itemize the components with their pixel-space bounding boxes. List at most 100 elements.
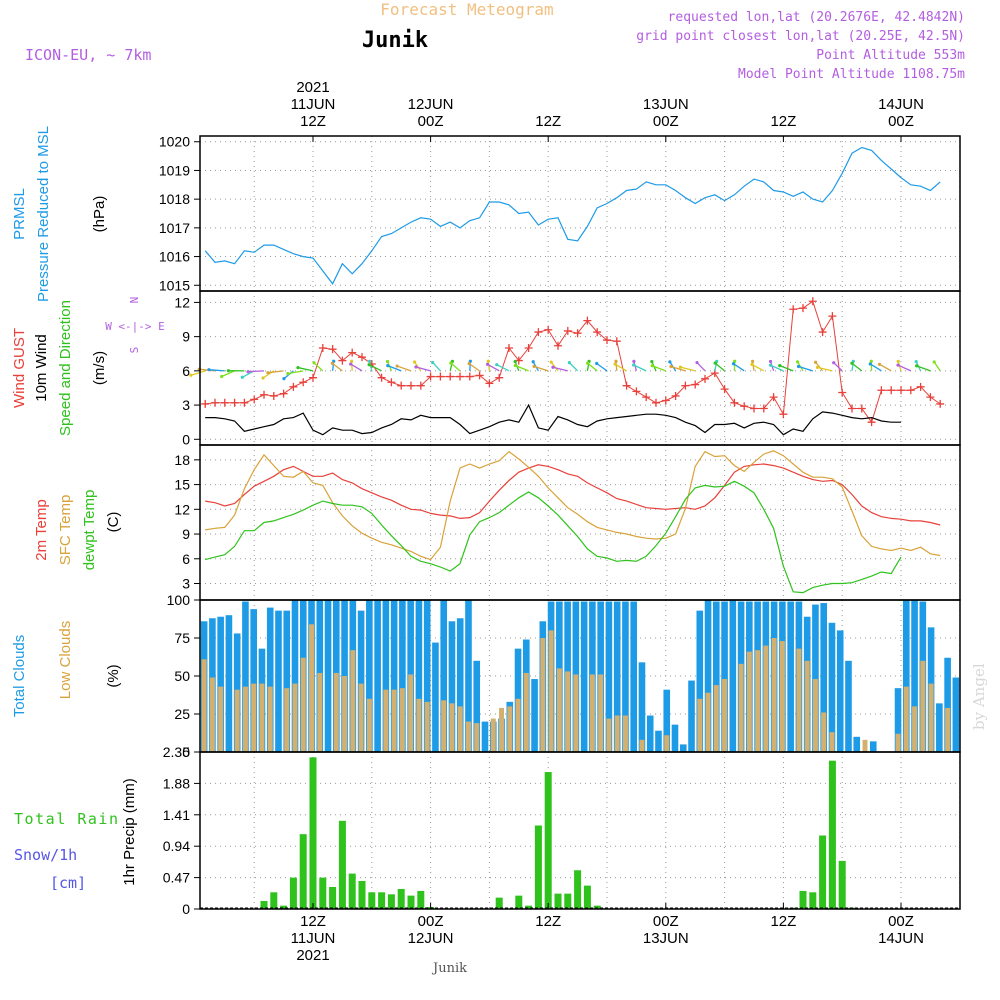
top-time-label: 14JUN — [878, 96, 924, 113]
low-cloud-bar — [606, 718, 612, 752]
wind-arrow — [714, 362, 726, 372]
low-cloud-bar — [490, 718, 496, 752]
total-cloud-bar — [250, 609, 257, 752]
pressure-ytick-label: 1017 — [159, 220, 190, 236]
total-cloud-bar — [399, 600, 406, 752]
rain-bar — [554, 893, 562, 909]
wind-arrow-head — [495, 363, 499, 367]
temp-sfc-line — [205, 450, 941, 561]
gust-point — [857, 404, 866, 413]
wind-arrow — [833, 362, 843, 372]
wind-arrow — [680, 366, 696, 372]
wind-arrow — [751, 361, 755, 371]
wind-arrow — [533, 365, 549, 372]
total-cloud-bar — [473, 660, 481, 752]
low-cloud-bar — [259, 683, 265, 752]
gust-point — [916, 382, 925, 391]
rain-bar — [358, 880, 366, 909]
wind-label-gust: Wind GUST — [11, 328, 28, 408]
top-time-label: 00Z — [888, 113, 914, 130]
total-cloud-bar — [266, 607, 274, 752]
compass-west-east: W <-|-> E — [105, 320, 165, 333]
total-cloud-bar — [704, 600, 712, 752]
rain-bar — [809, 892, 817, 909]
gust-point — [661, 396, 670, 405]
rain-bar — [397, 888, 405, 909]
low-cloud-bar — [333, 672, 339, 752]
clouds-ytick-label: 50 — [174, 668, 190, 684]
wind-arrow-head — [751, 359, 755, 363]
precip-panel-frame — [199, 751, 961, 910]
wind-arrow-head — [678, 365, 683, 369]
low-cloud-bar — [763, 645, 769, 752]
wind-arrow-head — [330, 361, 334, 365]
total-cloud-bar — [366, 600, 373, 752]
gust-point — [475, 371, 484, 380]
gust-point — [260, 390, 268, 399]
rain-bar — [799, 890, 807, 909]
clouds-ytick-label: 0 — [182, 744, 190, 760]
low-cloud-bar — [779, 641, 785, 752]
wind-arrow-head — [449, 361, 453, 365]
total-cloud-bar — [836, 630, 844, 752]
wind-arrow — [297, 366, 314, 372]
top-time-label: 12JUN — [408, 96, 454, 113]
rain-bar — [515, 895, 523, 909]
total-cloud-bar — [721, 601, 728, 752]
temp-ytick-label: 3 — [182, 576, 190, 592]
wind-arrow-head — [532, 364, 536, 368]
total-cloud-bar — [357, 610, 365, 752]
location-title: Junik — [362, 28, 428, 53]
total-cloud-bar — [679, 744, 687, 752]
rain-bar — [319, 877, 327, 909]
total-cloud-bar — [531, 679, 538, 752]
low-cloud-bar — [267, 686, 273, 752]
rain-bar — [309, 757, 317, 909]
low-cloud-bar — [796, 648, 802, 752]
wind-arrow — [798, 365, 813, 372]
gust-point — [338, 356, 347, 365]
low-cloud-bar — [697, 698, 703, 752]
gust-point — [867, 418, 876, 427]
rain-bar — [544, 772, 552, 909]
rain-bar — [495, 897, 503, 909]
top-time-label: 2021 — [296, 79, 329, 96]
total-cloud-bar — [432, 642, 439, 752]
rain-bar — [289, 877, 297, 909]
compass-south: S — [128, 347, 141, 354]
low-cloud-bar — [416, 698, 422, 752]
total-cloud-bar — [828, 622, 836, 752]
wind-arrow — [208, 369, 225, 372]
top-time-label: 00Z — [653, 113, 679, 130]
gust-point — [897, 386, 905, 395]
wind-speed-line — [205, 403, 901, 436]
pressure-ytick-label: 1019 — [159, 162, 190, 178]
wind-arrow — [432, 362, 441, 372]
wind-arrow — [487, 361, 491, 371]
total-cloud-bar — [605, 601, 613, 752]
wind-arrow-head — [631, 363, 636, 367]
bottom-time-label: 00Z — [418, 913, 444, 930]
gust-point — [544, 325, 553, 334]
gust-point — [456, 372, 464, 381]
wind-arrow-head — [613, 362, 617, 366]
wind-arrow — [287, 370, 304, 375]
rain-bar — [583, 885, 591, 909]
wind-arrow — [869, 363, 882, 372]
total-cloud-bar — [440, 600, 447, 752]
rain-bar — [534, 825, 542, 909]
gust-point — [309, 373, 317, 382]
wind-arrow — [550, 361, 559, 372]
low-cloud-bar — [309, 624, 314, 752]
total-cloud-bar — [853, 736, 861, 752]
wind-arrow-head — [868, 362, 872, 366]
wind-ytick-label: 3 — [182, 397, 190, 413]
wind-arrow-head — [246, 370, 250, 374]
wind-arrow-head — [850, 361, 854, 365]
pressure-ytick-label: 1016 — [159, 249, 190, 265]
wind-arrow-head — [207, 368, 211, 372]
wind-arrow-head — [869, 359, 873, 363]
total-cloud-bar — [638, 662, 646, 752]
wind-arrow-head — [386, 364, 390, 368]
